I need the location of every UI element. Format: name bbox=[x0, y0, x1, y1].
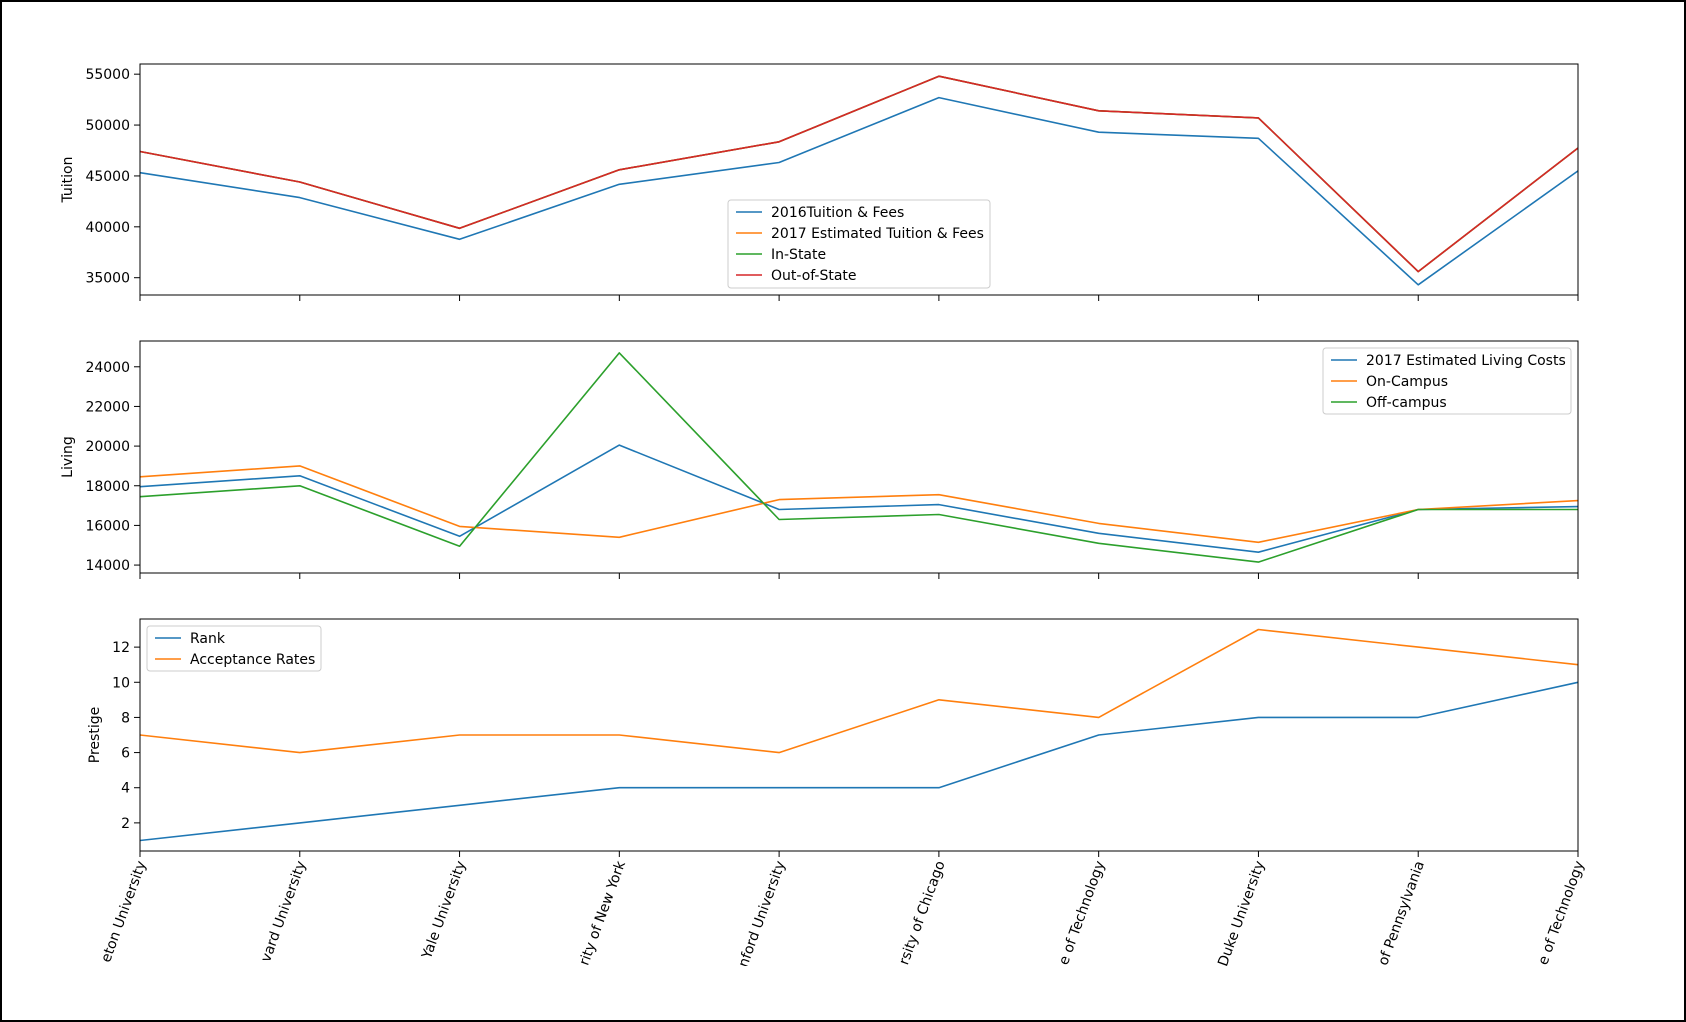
legend-label: Acceptance Rates bbox=[190, 652, 315, 668]
y-tick-label: 20000 bbox=[85, 439, 130, 455]
panel-3: 2 4 6 8 10 12 Prestige Rank Acceptance Rates bbox=[87, 618, 1579, 857]
x-tick-label: e of Technology bbox=[1056, 859, 1108, 967]
legend: 2017 Estimated Living Costs On-Campus Off-… bbox=[1322, 347, 1572, 415]
series-line-on-campus bbox=[139, 465, 1579, 544]
y-tick-label: 18000 bbox=[85, 479, 130, 495]
series-line-out-of-state bbox=[139, 75, 1579, 273]
x-tick-label: rity of New York bbox=[576, 858, 629, 968]
x-tick-label: e of Technology bbox=[1535, 859, 1587, 967]
series-line-2016tuition-fees bbox=[139, 96, 1579, 286]
y-tick-label: 35000 bbox=[85, 271, 130, 287]
legend-box bbox=[146, 625, 322, 672]
series-line-off-campus bbox=[139, 352, 1578, 563]
legend: 2016Tuition & Fees 2017 Estimated Tuition… bbox=[727, 199, 991, 289]
y-tick-label: 12 bbox=[112, 640, 130, 656]
y-tick-label: 14000 bbox=[85, 558, 130, 574]
y-tick-label: 50000 bbox=[85, 118, 130, 134]
y-tick-label: 22000 bbox=[85, 399, 130, 415]
x-tick-label: Yale University bbox=[419, 859, 470, 962]
legend-label: Out-of-State bbox=[771, 268, 857, 284]
y-axis-label: Prestige bbox=[87, 707, 103, 763]
y-tick-label: 16000 bbox=[85, 518, 130, 534]
legend: Rank Acceptance Rates bbox=[146, 625, 322, 672]
panel-1: 35000 40000 45000 50000 55000 Tuition 2016Tuit… bbox=[60, 63, 1579, 301]
x-tick-label: of Pennsylvania bbox=[1375, 859, 1428, 968]
x-tick-label: Duke University bbox=[1215, 859, 1268, 969]
series-line-acceptance-rates bbox=[139, 628, 1579, 754]
y-tick-label: 45000 bbox=[85, 169, 130, 185]
series-line-2017-estimated-living-costs bbox=[139, 444, 1579, 554]
x-tick-label: vard University bbox=[258, 859, 309, 964]
plot-frame bbox=[139, 340, 1579, 574]
series-line-rank bbox=[139, 681, 1579, 842]
plot-frame bbox=[139, 63, 1579, 296]
legend-label: 2016Tuition & Fees bbox=[771, 205, 904, 221]
x-tick-label: nford University bbox=[736, 859, 789, 970]
x-axis-labels: eton University vard University Yale Unive… bbox=[98, 858, 1588, 970]
y-tick-label: 55000 bbox=[85, 67, 130, 83]
x-tick-label: rsity of Chicago bbox=[896, 859, 948, 967]
legend-label: 2017 Estimated Living Costs bbox=[1366, 353, 1566, 369]
legend-label: Off-campus bbox=[1366, 395, 1447, 411]
y-tick-label: 10 bbox=[112, 675, 130, 691]
y-axis-label: Living bbox=[60, 436, 76, 478]
plot-frame bbox=[139, 618, 1579, 852]
legend-label: On-Campus bbox=[1366, 374, 1448, 390]
y-axis-label: Tuition bbox=[60, 156, 76, 203]
legend-box bbox=[1322, 347, 1572, 415]
legend-label: 2017 Estimated Tuition & Fees bbox=[771, 226, 984, 242]
y-tick-label: 2 bbox=[121, 816, 130, 832]
panel-2: 14000 16000 18000 20000 22000 24000 Living 2017… bbox=[60, 340, 1579, 579]
y-tick-label: 40000 bbox=[85, 220, 130, 236]
y-tick-label: 8 bbox=[121, 710, 130, 726]
y-tick-label: 6 bbox=[121, 746, 130, 762]
legend-label: Rank bbox=[190, 631, 226, 647]
legend-box bbox=[727, 199, 991, 289]
x-tick-label: eton University bbox=[98, 859, 150, 965]
y-tick-label: 4 bbox=[121, 781, 130, 797]
y-tick-label: 24000 bbox=[85, 360, 130, 376]
legend-label: In-State bbox=[771, 247, 826, 263]
